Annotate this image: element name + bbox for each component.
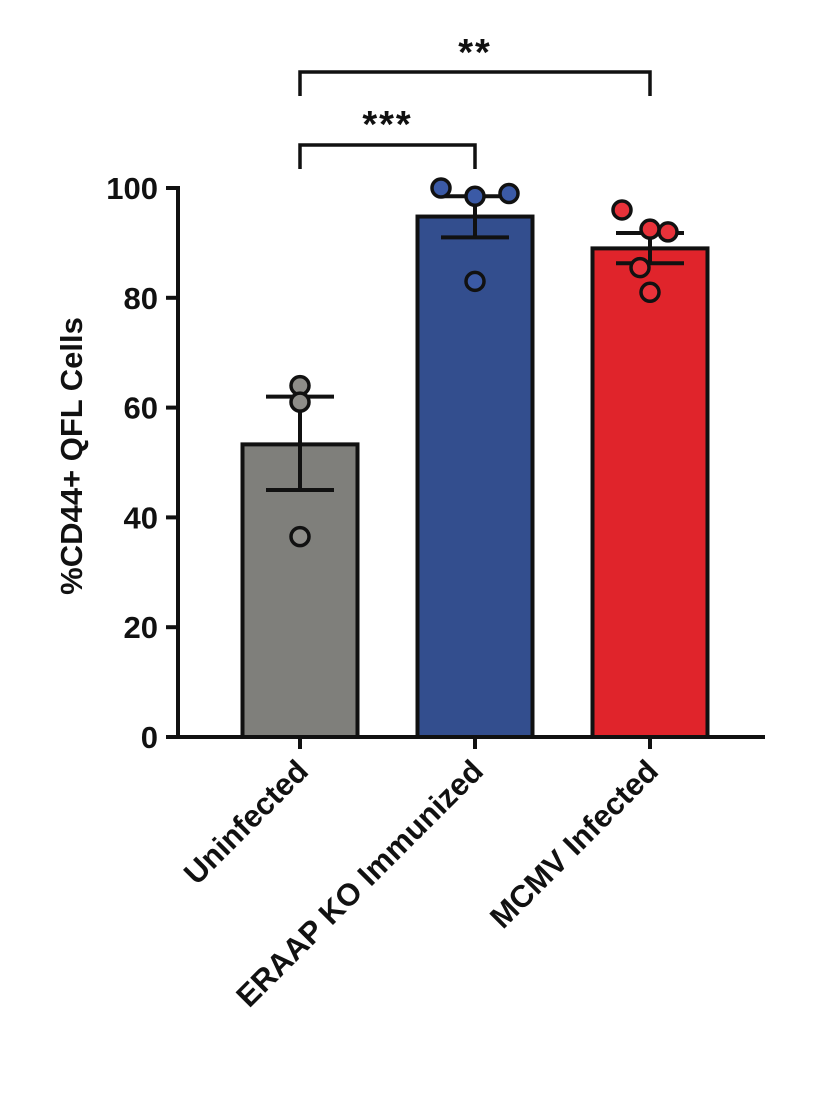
data-point: [289, 391, 311, 413]
data-point: [639, 281, 661, 304]
y-tick-label: 20: [124, 610, 158, 645]
bars-layer: [240, 214, 710, 740]
data-point: [498, 182, 520, 205]
significance-bracket-line: [298, 70, 652, 96]
data-points-layer: [289, 177, 679, 548]
y-tick-label: 40: [124, 500, 158, 535]
y-tick-label: 100: [106, 171, 158, 206]
significance-layer: *****: [298, 32, 652, 169]
y-tick-label: 80: [124, 281, 158, 316]
significance-bracket-line: [298, 143, 477, 169]
x-tick-label: MCMV Infected: [483, 753, 665, 935]
data-point: [611, 199, 633, 221]
y-tick-label: 60: [124, 391, 158, 426]
data-point: [289, 525, 311, 548]
bar-2: [415, 214, 535, 740]
significance-label: ***: [362, 104, 412, 146]
data-point: [657, 221, 679, 243]
significance-label: **: [458, 32, 492, 74]
data-point: [430, 177, 452, 199]
data-point: [629, 256, 651, 279]
data-point: [639, 218, 661, 240]
data-point: [464, 185, 486, 207]
bar-1: [240, 442, 360, 739]
data-point: [464, 270, 486, 293]
y-tick-label: 0: [141, 720, 158, 755]
significance-bracket-1: ***: [298, 104, 477, 169]
significance-bracket-2: **: [298, 32, 652, 96]
x-tick-label: Uninfected: [177, 753, 315, 891]
bar-3: [590, 246, 710, 739]
y-axis-label: %CD44+ QFL Cells: [54, 317, 89, 595]
